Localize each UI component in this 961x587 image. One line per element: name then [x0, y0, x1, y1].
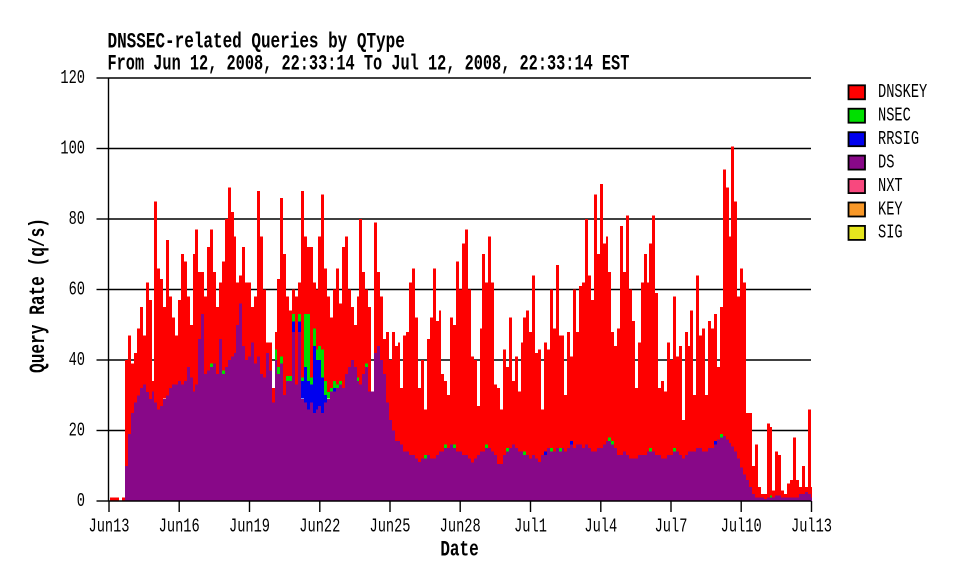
svg-text:DNSSEC-related Queries by QTyp: DNSSEC-related Queries by QType: [108, 29, 405, 54]
svg-text:120: 120: [60, 67, 85, 89]
svg-text:Jun22: Jun22: [299, 515, 340, 537]
svg-text:From Jun 12, 2008, 22:33:14 To: From Jun 12, 2008, 22:33:14 To Jul 12, 2…: [108, 51, 630, 77]
svg-text:Jun28: Jun28: [440, 515, 481, 537]
svg-text:Date: Date: [440, 537, 478, 562]
svg-text:DS: DS: [878, 151, 894, 173]
svg-text:100: 100: [60, 137, 85, 159]
svg-text:SIG: SIG: [878, 222, 903, 244]
svg-text:20: 20: [69, 419, 85, 441]
svg-text:Jun25: Jun25: [369, 515, 410, 537]
svg-text:NXT: NXT: [878, 175, 903, 197]
svg-text:DNSKEY: DNSKEY: [878, 81, 927, 103]
svg-text:NSEC: NSEC: [878, 104, 911, 126]
svg-text:KEY: KEY: [878, 198, 903, 220]
svg-text:Query Rate (q/s): Query Rate (q/s): [26, 218, 51, 373]
svg-text:40: 40: [69, 349, 85, 371]
svg-text:Jul4: Jul4: [584, 515, 617, 537]
svg-text:Jul10: Jul10: [721, 515, 762, 537]
svg-text:0: 0: [77, 490, 85, 512]
svg-text:Jul1: Jul1: [514, 515, 547, 537]
svg-text:Jun16: Jun16: [159, 515, 200, 537]
svg-text:60: 60: [69, 278, 85, 300]
svg-text:Jun19: Jun19: [229, 515, 270, 537]
svg-text:80: 80: [69, 208, 85, 230]
svg-text:Jul13: Jul13: [791, 515, 832, 537]
svg-text:RRSIG: RRSIG: [878, 128, 919, 150]
svg-text:Jul7: Jul7: [655, 515, 688, 537]
svg-text:Jun13: Jun13: [88, 515, 129, 537]
